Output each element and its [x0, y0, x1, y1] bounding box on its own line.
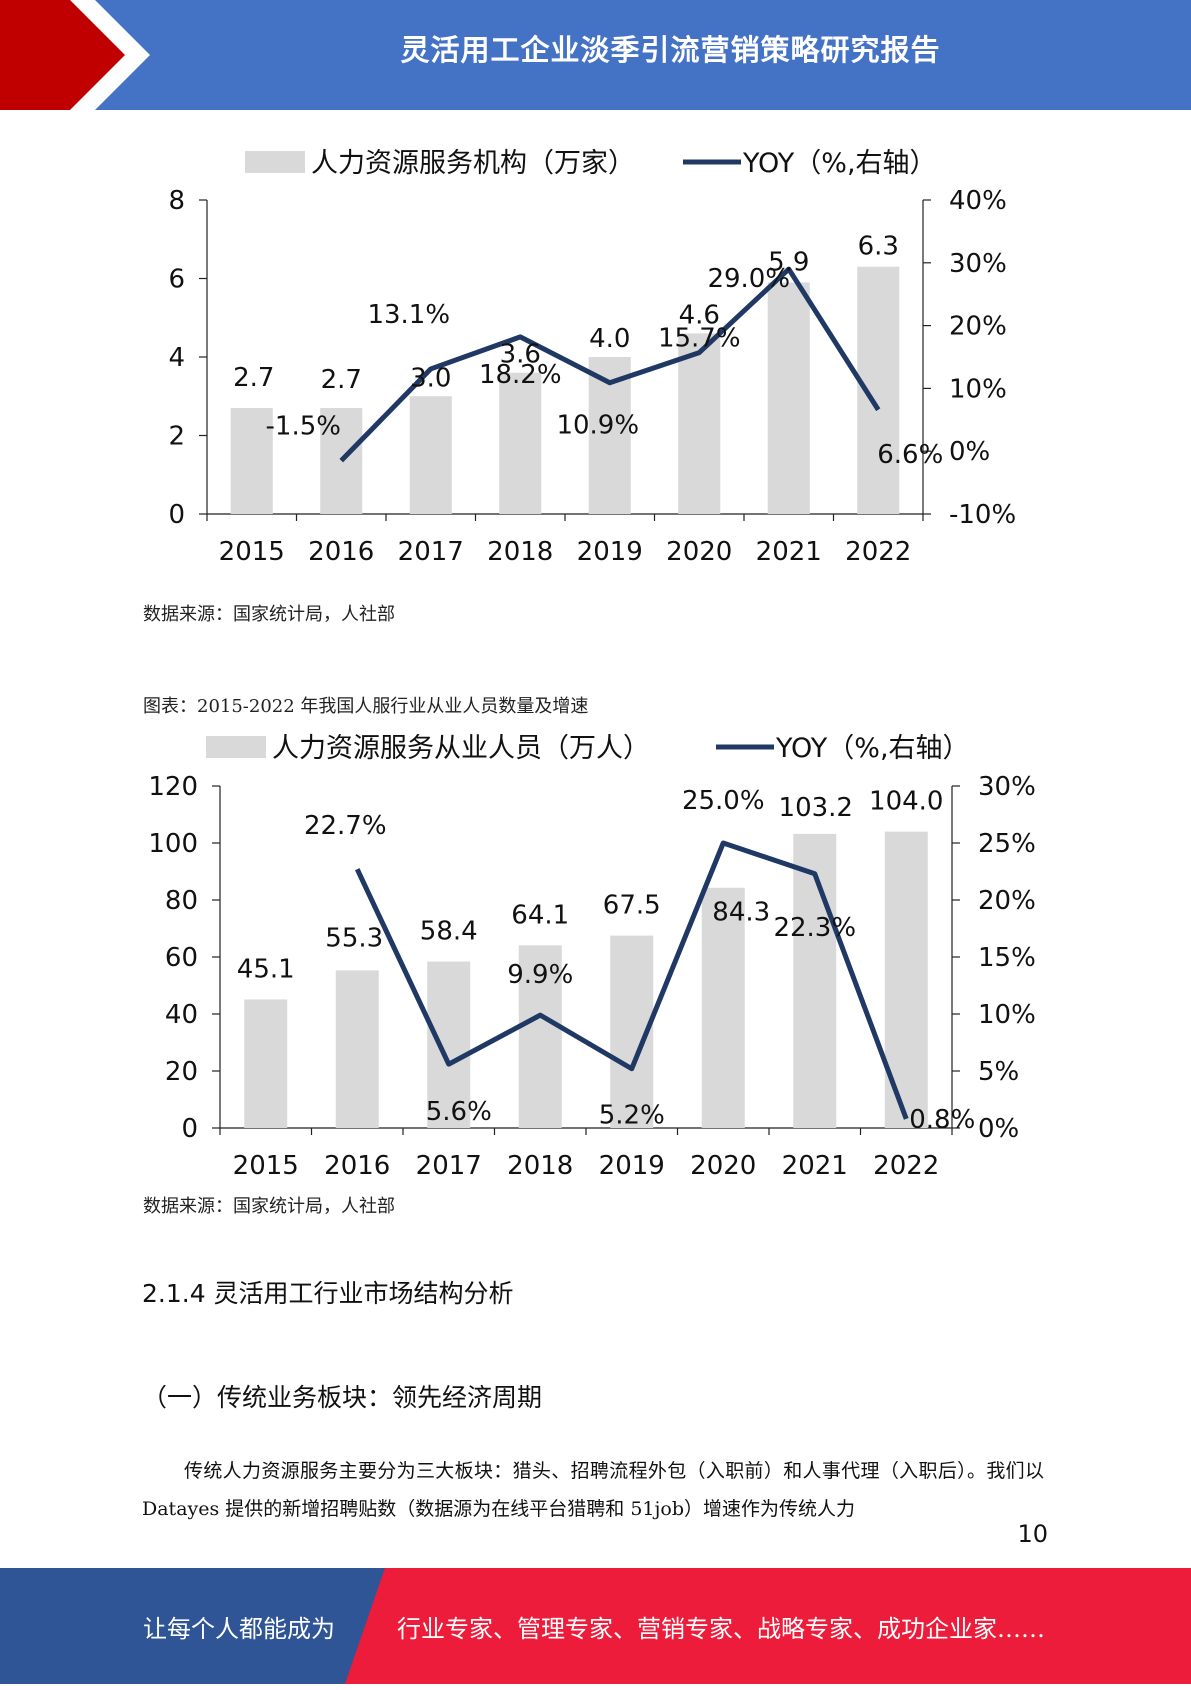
bar-2021	[768, 282, 810, 514]
left-axis-tick-label: 8	[168, 186, 185, 216]
right-axis-tick-label: 5%	[978, 1057, 1019, 1087]
x-axis-category-label: 2015	[219, 537, 285, 567]
right-axis-tick-label: 0%	[949, 437, 990, 467]
left-axis-tick-label: 2	[168, 422, 185, 452]
right-axis-tick-label: 30%	[949, 249, 1007, 279]
section-heading: 2.1.4 灵活用工行业市场结构分析	[142, 1274, 514, 1310]
x-axis-category-label: 2019	[577, 537, 643, 567]
x-axis-category-label: 2018	[487, 537, 553, 567]
right-axis-tick-label: 20%	[978, 886, 1036, 916]
bar-value-label: 6.3	[858, 232, 899, 262]
right-axis-tick-label: 20%	[949, 312, 1007, 342]
report-title: 灵活用工企业淡季引流营销策略研究报告	[150, 0, 1191, 110]
bar-value-label: 4.0	[589, 324, 630, 354]
left-axis-tick-label: 20	[165, 1057, 198, 1087]
x-axis-category-label: 2022	[845, 537, 911, 567]
legend-bar-swatch	[245, 151, 305, 173]
yoy-value-label: 0.8%	[909, 1105, 975, 1135]
bar-2016	[336, 970, 379, 1128]
bar-value-label: 3.0	[410, 363, 451, 393]
left-axis-tick-label: 120	[148, 772, 198, 802]
yoy-value-label: 29.0%	[707, 264, 790, 294]
bar-value-label: 55.3	[325, 923, 383, 953]
chart-hr-service-agencies: 0 2 4 6 8 -10% 0% 10% 20% 30% 40% 2015 2016 2017 2018 2…	[0, 110, 1191, 580]
yoy-value-label: 22.7%	[304, 811, 387, 841]
bar-2020	[678, 333, 720, 514]
x-axis-category-label: 2021	[756, 537, 822, 567]
yoy-value-label: 5.2%	[599, 1101, 665, 1131]
right-axis-tick-label: 0%	[978, 1114, 1019, 1144]
yoy-value-label: 10.9%	[556, 411, 639, 441]
body-paragraph: 传统人力资源服务主要分为三大板块：猎头、招聘流程外包（入职前）和人事代理（入职后…	[142, 1452, 1044, 1528]
x-axis-category-label: 2022	[873, 1151, 939, 1181]
right-axis-tick-label: 40%	[949, 186, 1007, 216]
yoy-value-label: 13.1%	[367, 300, 450, 330]
yoy-value-label: 22.3%	[773, 913, 856, 943]
left-axis-tick-label: 100	[148, 829, 198, 859]
bar-value-label: 104.0	[869, 787, 943, 817]
legend-line-label: YOY（%,右轴）	[775, 733, 970, 764]
left-axis-tick-label: 80	[165, 886, 198, 916]
chart1-source-note: 数据来源：国家统计局，人社部	[143, 600, 395, 626]
x-axis-category-label: 2020	[690, 1151, 756, 1181]
x-axis-category-label: 2020	[666, 537, 732, 567]
bar-value-label: 58.4	[420, 917, 478, 947]
footer-slogan-left: 让每个人都能成为	[143, 1568, 335, 1684]
figure2-caption: 图表：2015-2022 年我国人服行业从业人员数量及增速	[143, 692, 588, 718]
left-axis-tick-label: 40	[165, 1000, 198, 1030]
left-axis-tick-label: 6	[168, 265, 185, 295]
bar-value-label: 103.2	[779, 793, 853, 823]
legend-bar-label: 人力资源服务机构（万家）	[311, 148, 635, 179]
subsection-heading: （一）传统业务板块：领先经济周期	[142, 1378, 542, 1414]
bar-2015	[244, 999, 287, 1128]
x-axis-category-label: 2015	[233, 1151, 299, 1181]
yoy-value-label: 15.7%	[658, 324, 741, 354]
x-axis-category-label: 2017	[416, 1151, 482, 1181]
bar-value-label: 2.7	[233, 363, 274, 393]
bar-value-label: 67.5	[603, 891, 661, 921]
right-axis-tick-label: 15%	[978, 943, 1036, 973]
yoy-value-label: 18.2%	[479, 360, 562, 390]
page-number: 10	[1017, 1520, 1048, 1548]
left-axis-tick-label: 60	[165, 943, 198, 973]
bar-2018	[499, 373, 541, 514]
x-axis-category-label: 2019	[599, 1151, 665, 1181]
page-footer: 让每个人都能成为 行业专家、管理专家、营销专家、战略专家、成功企业家……	[0, 1568, 1191, 1684]
bar-value-label: 45.1	[237, 954, 295, 984]
left-axis-tick-label: 4	[168, 343, 185, 373]
right-axis-tick-label: -10%	[949, 500, 1016, 530]
legend-bar-swatch	[206, 736, 266, 758]
bar-value-label: 84.3	[712, 898, 770, 928]
page-header: 灵活用工企业淡季引流营销策略研究报告	[0, 0, 1191, 110]
footer-slogan-right: 行业专家、管理专家、营销专家、战略专家、成功企业家……	[397, 1568, 1045, 1684]
x-axis-category-label: 2016	[324, 1151, 390, 1181]
left-axis-tick-label: 0	[168, 500, 185, 530]
x-axis-category-label: 2016	[308, 537, 374, 567]
chart2-source-note: 数据来源：国家统计局，人社部	[143, 1192, 395, 1218]
right-axis-tick-label: 10%	[978, 1000, 1036, 1030]
chart-hr-service-employees: 0 20 40 60 80 100 120 0% 5% 10% 15% 20% 25% 30% 2015 20…	[0, 720, 1191, 1190]
yoy-value-label: 25.0%	[682, 786, 765, 816]
left-axis-tick-label: 0	[181, 1114, 198, 1144]
yoy-value-label: 6.6%	[877, 440, 943, 470]
x-axis-category-label: 2018	[507, 1151, 573, 1181]
x-axis-category-label: 2017	[398, 537, 464, 567]
bar-value-label: 2.7	[321, 365, 362, 395]
yoy-value-label: -1.5%	[266, 412, 341, 442]
legend-bar-label: 人力资源服务从业人员（万人）	[272, 733, 650, 764]
bar-2017	[410, 396, 452, 514]
right-axis-tick-label: 30%	[978, 772, 1036, 802]
yoy-value-label: 5.6%	[426, 1097, 492, 1127]
right-axis-tick-label: 25%	[978, 829, 1036, 859]
right-axis-tick-label: 10%	[949, 374, 1007, 404]
bar-value-label: 64.1	[511, 900, 569, 930]
yoy-value-label: 9.9%	[507, 960, 573, 990]
x-axis-category-label: 2021	[782, 1151, 848, 1181]
legend-line-label: YOY（%,右轴）	[742, 148, 937, 179]
